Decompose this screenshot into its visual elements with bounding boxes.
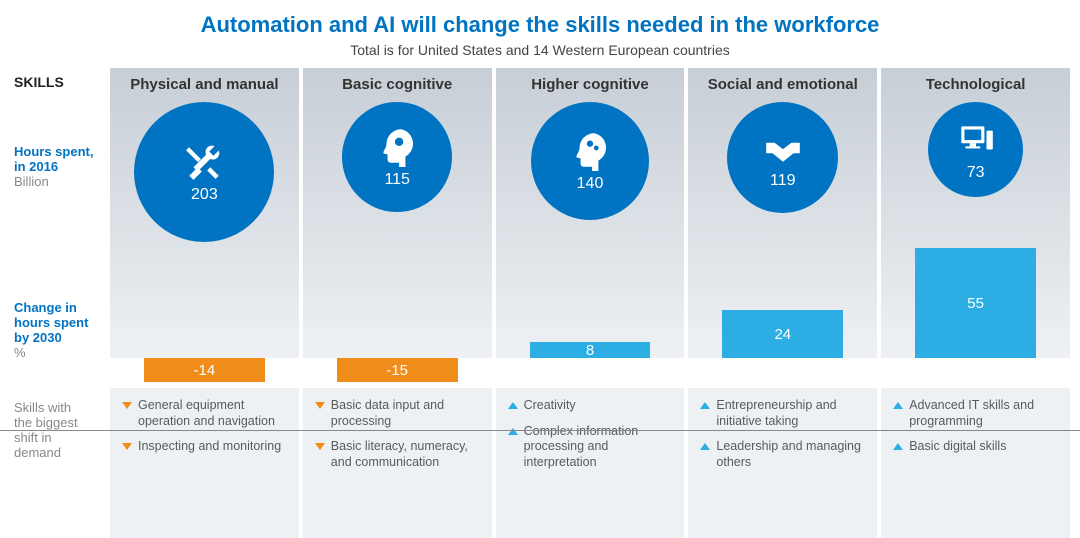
change-label: Change in hours spent by 2030 % bbox=[14, 300, 114, 360]
skill-column: Basic cognitive 115 -15 Basic data input an… bbox=[303, 68, 492, 538]
skill-shift-item: Creativity bbox=[508, 398, 673, 414]
bar-area: 55 bbox=[881, 238, 1070, 358]
column-top: Higher cognitive 140 8 bbox=[496, 68, 685, 358]
skill-shift-list: Entrepreneurship and initiative taking Le… bbox=[700, 398, 865, 471]
skill-shift-list: CreativityComplex information processing… bbox=[508, 398, 673, 471]
computer-icon bbox=[955, 118, 997, 160]
skill-shift-item: General equipment operation and navigati… bbox=[122, 398, 287, 429]
bar-area bbox=[110, 238, 299, 358]
hours-circle: 203 bbox=[134, 102, 274, 242]
hours-label: Hours spent, in 2016 Billion bbox=[14, 144, 114, 189]
hours-circle: 119 bbox=[727, 102, 838, 213]
hours-value: 115 bbox=[384, 171, 410, 189]
column-header: Basic cognitive bbox=[342, 68, 452, 93]
hours-circle: 115 bbox=[342, 102, 452, 212]
bar-area: 24 bbox=[688, 238, 877, 358]
handshake-icon bbox=[762, 126, 804, 168]
baseline-rule bbox=[0, 430, 1080, 431]
hours-value: 73 bbox=[967, 164, 985, 182]
change-bar: -14 bbox=[144, 358, 265, 382]
column-header: Technological bbox=[926, 68, 1026, 93]
skill-shift-item: Basic digital skills bbox=[893, 439, 1058, 455]
column-bottom: Basic data input and processing Basic lit… bbox=[303, 388, 492, 538]
hours-value: 119 bbox=[770, 172, 796, 190]
column-top: Social and emotional 119 24 bbox=[688, 68, 877, 358]
head-gears-icon bbox=[569, 129, 611, 171]
skill-columns: Physical and manual 203 -14 General equipme… bbox=[110, 68, 1080, 538]
skill-column: Technological 73 55 Advanced IT skills and … bbox=[881, 68, 1070, 538]
column-header: Physical and manual bbox=[130, 68, 278, 93]
skill-shift-item: Inspecting and monitoring bbox=[122, 439, 287, 455]
change-bar: -15 bbox=[337, 358, 458, 382]
skill-shift-list: Basic data input and processing Basic lit… bbox=[315, 398, 480, 471]
hours-value: 140 bbox=[577, 175, 604, 193]
bar-area bbox=[303, 238, 492, 358]
column-top: Basic cognitive 115 bbox=[303, 68, 492, 358]
tools-icon bbox=[183, 140, 225, 182]
hours-circle: 73 bbox=[928, 102, 1023, 197]
skill-shift-list: General equipment operation and navigati… bbox=[122, 398, 287, 455]
skill-column: Higher cognitive 140 8 CreativityComplex in… bbox=[496, 68, 685, 538]
change-bar: 24 bbox=[722, 310, 843, 358]
hours-circle: 140 bbox=[531, 102, 649, 220]
page-title: Automation and AI will change the skills… bbox=[0, 0, 1080, 38]
skill-shift-item: Basic literacy, numeracy, and communicat… bbox=[315, 439, 480, 470]
skill-shift-item: Leadership and managing others bbox=[700, 439, 865, 470]
hours-value: 203 bbox=[191, 186, 218, 204]
skill-column: Social and emotional 119 24 Entrepreneurshi… bbox=[688, 68, 877, 538]
change-bar: 55 bbox=[915, 248, 1036, 358]
bar-area: 8 bbox=[496, 238, 685, 358]
skill-shift-item: Advanced IT skills and programming bbox=[893, 398, 1058, 429]
column-bottom: CreativityComplex information processing… bbox=[496, 388, 685, 538]
column-bottom: Advanced IT skills and programming Basic … bbox=[881, 388, 1070, 538]
skill-column: Physical and manual 203 -14 General equipme… bbox=[110, 68, 299, 538]
change-bar: 8 bbox=[530, 342, 651, 358]
column-header: Social and emotional bbox=[708, 68, 858, 93]
column-top: Physical and manual 203 bbox=[110, 68, 299, 358]
chart-container: SKILLS Physical and manual 203 -14 General … bbox=[0, 68, 1080, 538]
skills-header-label: SKILLS bbox=[14, 68, 110, 90]
skill-shift-item: Basic data input and processing bbox=[315, 398, 480, 429]
column-header: Higher cognitive bbox=[531, 68, 649, 93]
skill-shift-item: Entrepreneurship and initiative taking bbox=[700, 398, 865, 429]
column-bottom: Entrepreneurship and initiative taking Le… bbox=[688, 388, 877, 538]
column-top: Technological 73 55 bbox=[881, 68, 1070, 358]
column-bottom: General equipment operation and navigati… bbox=[110, 388, 299, 538]
skill-shift-list: Advanced IT skills and programming Basic … bbox=[893, 398, 1058, 455]
page-subtitle: Total is for United States and 14 Wester… bbox=[0, 42, 1080, 58]
head-bulb-icon bbox=[376, 125, 418, 167]
